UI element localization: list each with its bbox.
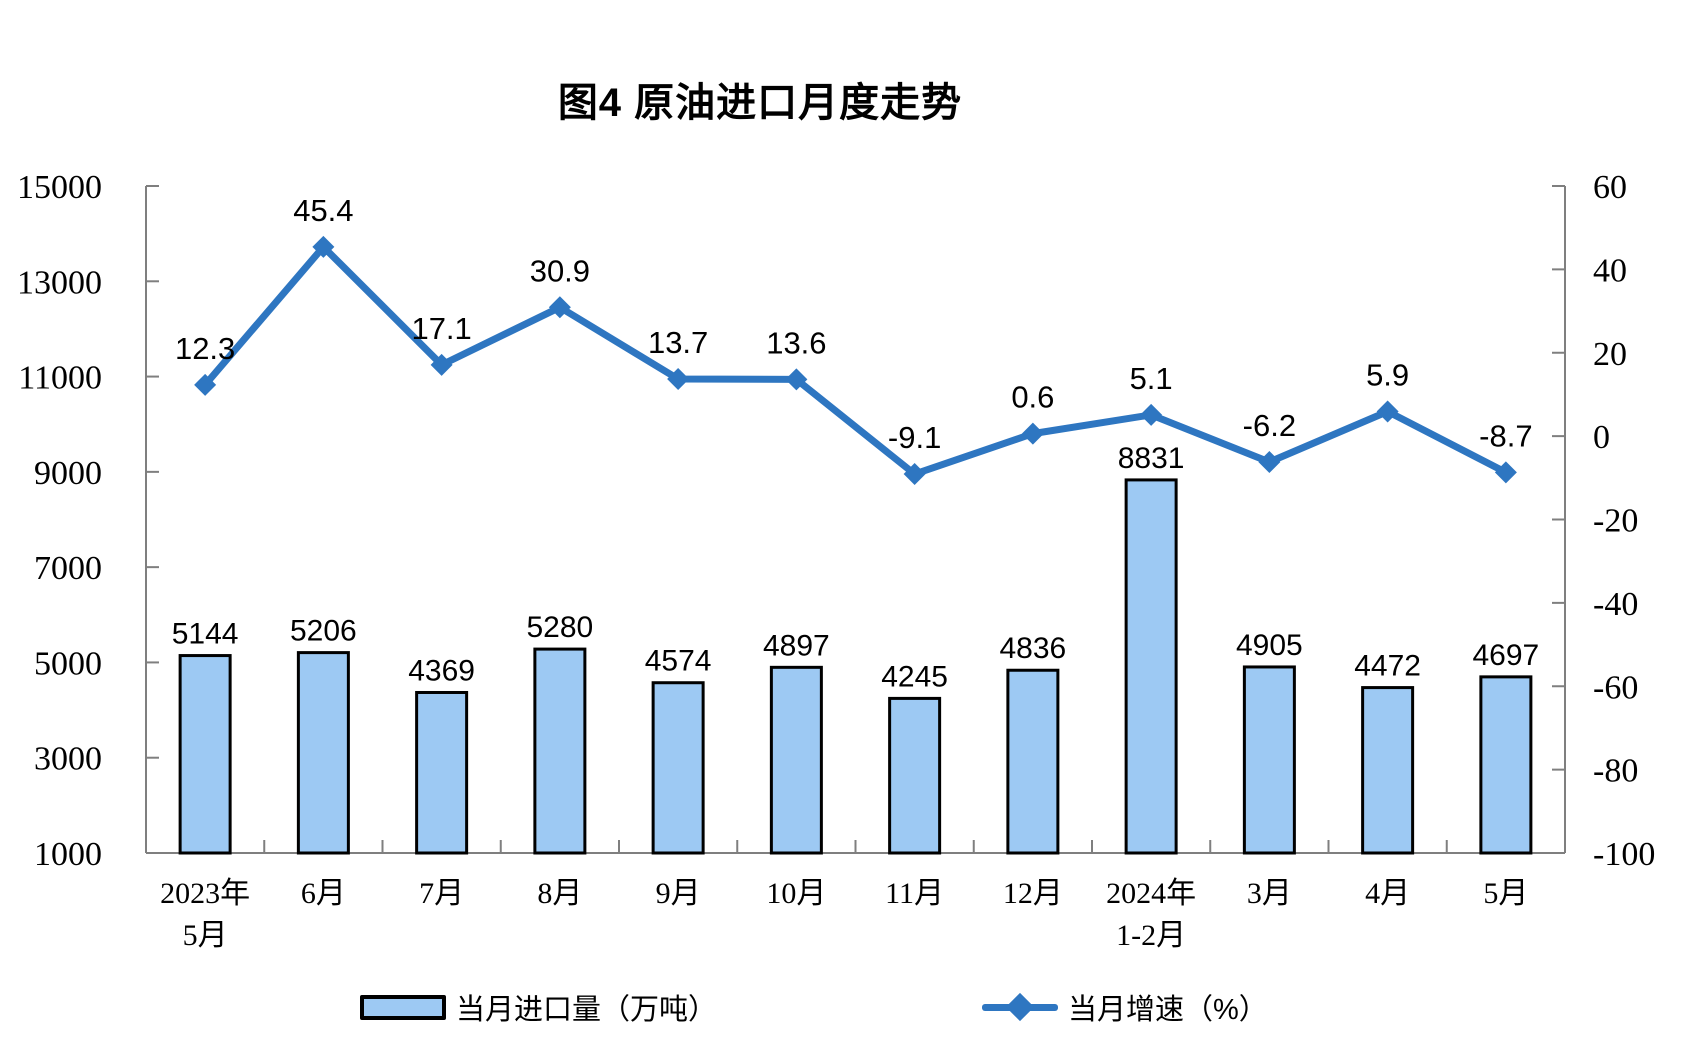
- bar-value-label: 5206: [290, 615, 357, 648]
- line-legend-label: 当月增速（%）: [1068, 994, 1268, 1026]
- bar-value-label: 4905: [1236, 629, 1303, 662]
- bar: [1242, 665, 1296, 855]
- bar-value-label: 4574: [645, 645, 712, 678]
- right-tick-label: 40: [1593, 252, 1627, 289]
- right-tick-label: -20: [1593, 503, 1638, 540]
- bar: [1124, 478, 1178, 855]
- x-category-label: 2024年: [1106, 877, 1196, 910]
- diamond-marker-icon: [312, 235, 335, 258]
- growth-line: [201, 243, 1510, 478]
- bar-value-label: 4369: [408, 654, 475, 687]
- bar: [178, 654, 232, 855]
- line-value-label: 13.6: [766, 325, 826, 360]
- bar-swatch-icon: [360, 994, 446, 1020]
- line-value-label: -9.1: [888, 420, 941, 455]
- bar: [769, 665, 823, 855]
- left-tick-label: 5000: [34, 645, 102, 682]
- line-swatch-icon: [982, 992, 1059, 1022]
- line-value-label: -6.2: [1243, 408, 1296, 443]
- x-category-label: 9月: [656, 877, 701, 910]
- bar: [296, 651, 350, 855]
- bar-series: [178, 478, 1533, 855]
- diamond-marker-icon: [1005, 992, 1035, 1022]
- line-value-label: 5.9: [1366, 358, 1409, 393]
- diamond-marker-icon: [903, 463, 926, 486]
- x-category-label: 4月: [1365, 877, 1410, 910]
- right-tick-label: 20: [1593, 336, 1627, 373]
- bar-value-label: 4245: [881, 660, 948, 693]
- diamond-marker-icon: [1258, 450, 1281, 473]
- x-category-label: 11月: [885, 877, 944, 910]
- bar-value-label: 4897: [763, 629, 830, 662]
- left-tick-label: 11000: [18, 360, 102, 397]
- left-tick-label: 9000: [34, 455, 102, 492]
- bar-value-label: 8831: [1118, 442, 1185, 475]
- right-tick-label: 0: [1593, 419, 1610, 456]
- diamond-marker-icon: [667, 368, 690, 391]
- bar: [651, 681, 705, 855]
- left-axis-labels: 1000 3000 5000 7000 9000 11000 13000 15000: [17, 169, 102, 873]
- left-tick-label: 3000: [34, 741, 102, 778]
- right-tick-label: -60: [1593, 669, 1638, 706]
- diamond-marker-icon: [430, 353, 453, 376]
- x-category-label: 5月: [183, 919, 228, 952]
- x-category-label: 10月: [766, 877, 826, 910]
- bar-value-label: 5144: [172, 618, 239, 651]
- right-tick-label: 60: [1593, 169, 1627, 206]
- x-category-label: 5月: [1483, 877, 1528, 910]
- left-tick-label: 13000: [17, 264, 102, 301]
- left-tick-label: 1000: [34, 836, 102, 873]
- bar-value-label: 4836: [1000, 632, 1067, 665]
- right-tick-label: -100: [1593, 836, 1655, 873]
- diamond-marker-icon: [1140, 403, 1163, 426]
- right-axis-labels: -100 -80 -60 -40 -20 0 20 40 60: [1593, 169, 1655, 873]
- x-axis-labels: 2023年 5月 6月 7月 8月 9月 10月 11月 12月 2024年 1-2月 3月 4月 5月: [160, 877, 1528, 952]
- line-markers: [194, 235, 1517, 486]
- legend-item-imports: 当月进口量（万吨）: [360, 986, 717, 1028]
- legend-item-growth: 当月增速（%）: [982, 986, 1268, 1028]
- x-category-label: 12月: [1003, 877, 1063, 910]
- axes: [145, 185, 1566, 854]
- line-value-label: 13.7: [648, 325, 708, 360]
- bar-value-label: 5280: [527, 611, 594, 644]
- diamond-marker-icon: [1494, 461, 1517, 484]
- diamond-marker-icon: [548, 296, 571, 319]
- bar-value-label: 4472: [1354, 650, 1421, 683]
- bar: [888, 696, 942, 855]
- chart-title: 图4 原油进口月度走势: [557, 81, 963, 125]
- x-category-label: 8月: [537, 877, 582, 910]
- right-tick-label: -40: [1593, 586, 1638, 623]
- bar: [1479, 675, 1533, 855]
- bar: [1361, 686, 1415, 855]
- x-category-label: 7月: [419, 877, 464, 910]
- diamond-marker-icon: [194, 373, 217, 396]
- bar: [415, 690, 469, 855]
- left-tick-label: 7000: [34, 550, 102, 587]
- bar-legend-label: 当月进口量（万吨）: [456, 994, 718, 1026]
- legend: 当月进口量（万吨） 当月增速（%）: [360, 986, 1268, 1028]
- line-value-label: 17.1: [411, 311, 471, 346]
- x-category-label: 1-2月: [1116, 919, 1186, 952]
- diamond-marker-icon: [1376, 400, 1399, 423]
- diamond-marker-icon: [785, 368, 808, 391]
- line-value-labels: 12.3 45.4 17.1 30.9 13.7 13.6 -9.1 0.6 5.1 -6.2 5.…: [175, 193, 1533, 455]
- line-value-label: 5.1: [1130, 361, 1173, 396]
- x-category-label: 3月: [1247, 877, 1292, 910]
- bar-value-label: 4697: [1473, 639, 1540, 672]
- line-value-label: -8.7: [1479, 418, 1532, 453]
- line-value-label: 0.6: [1011, 380, 1054, 415]
- bar-value-labels: 5144 5206 4369 5280 4574 4897 4245 4836 8831 4905…: [172, 442, 1540, 693]
- x-category-label: 6月: [301, 877, 346, 910]
- bar: [533, 647, 587, 855]
- line-value-label: 45.4: [293, 193, 353, 228]
- line-value-label: 12.3: [175, 331, 235, 366]
- right-tick-label: -80: [1593, 753, 1638, 790]
- bar: [1006, 668, 1060, 855]
- diamond-marker-icon: [1021, 422, 1044, 445]
- left-tick-label: 15000: [17, 169, 102, 206]
- line-value-label: 30.9: [530, 253, 590, 288]
- x-category-label: 2023年: [160, 877, 250, 910]
